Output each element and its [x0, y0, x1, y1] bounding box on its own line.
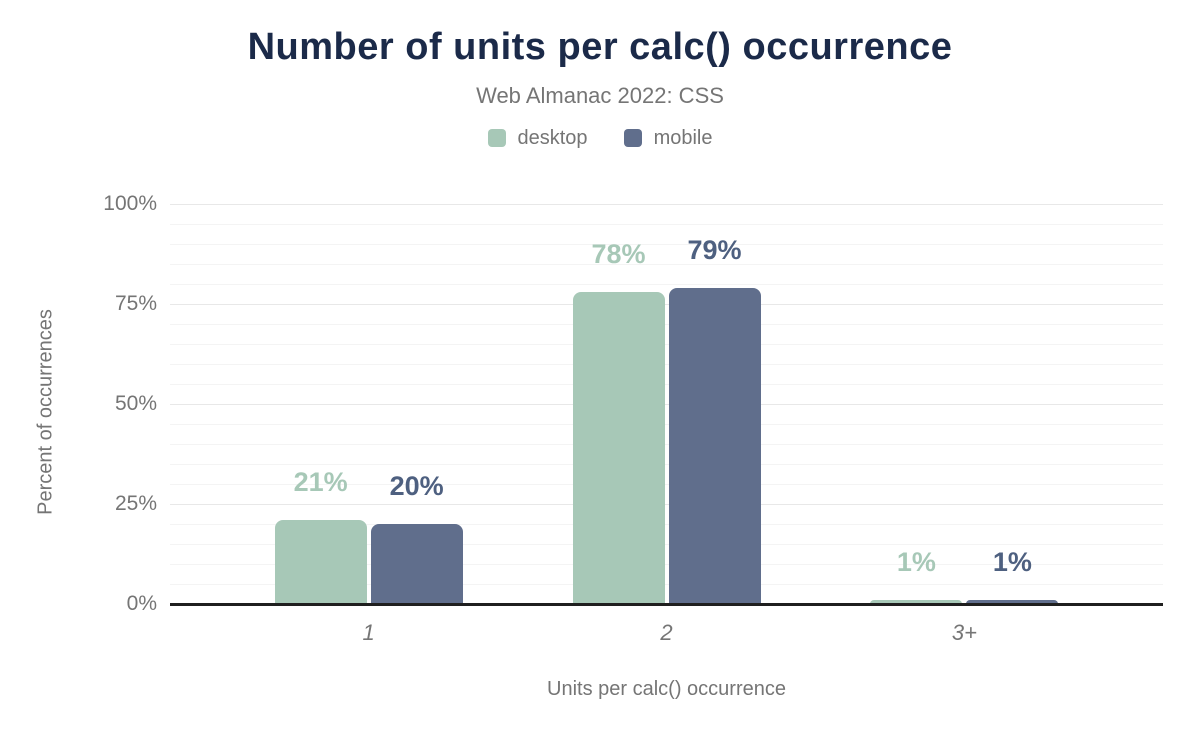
bar-value-label-mobile-1: 20%	[389, 471, 444, 501]
gridline-minor	[170, 383, 1163, 385]
gridline-minor	[170, 283, 1163, 285]
gridline-minor	[170, 443, 1163, 445]
bar-value-label-mobile-2: 79%	[687, 235, 742, 265]
bar-mobile-3+	[966, 600, 1059, 604]
bar-mobile-2	[668, 288, 761, 604]
bar-value-label-desktop-2: 78%	[591, 239, 646, 269]
gridline-minor	[170, 223, 1163, 225]
gridline-major	[170, 403, 1163, 405]
legend-label-desktop: desktop	[517, 126, 588, 149]
x-tick-label-3+: 3+	[951, 620, 977, 645]
gridline-minor	[170, 323, 1163, 325]
x-axis-line	[170, 602, 1163, 606]
legend-item-mobile: mobile	[623, 126, 713, 150]
gridline-minor	[170, 583, 1163, 585]
bar-desktop-1	[274, 520, 367, 604]
legend-item-desktop: desktop	[487, 126, 588, 150]
gridline-major	[170, 203, 1163, 205]
y-tick-label-75: 75%	[114, 292, 157, 315]
bar-value-label-desktop-3+: 1%	[896, 547, 936, 577]
chart-title: Number of units per calc() occurrence	[247, 26, 953, 68]
gridline-minor	[170, 343, 1163, 345]
legend: desktop mobile	[0, 127, 1200, 150]
x-tick-label-2: 2	[660, 620, 673, 645]
gridline-minor	[170, 263, 1163, 265]
y-tick-label-25: 25%	[114, 492, 157, 515]
y-tick-label-0: 0%	[126, 592, 157, 615]
gridline-minor	[170, 423, 1163, 425]
y-tick-label-100: 100%	[103, 192, 157, 215]
bar-desktop-2	[572, 292, 665, 604]
bar-desktop-3+	[870, 600, 963, 604]
chart-subtitle: Web Almanac 2022: CSS	[476, 82, 724, 108]
gridline-minor	[170, 483, 1163, 485]
plot-area: 21% 20% 78% 79% 1% 1%	[170, 203, 1163, 606]
gridline-minor	[170, 243, 1163, 245]
x-axis-ticks: 1 2 3+	[170, 620, 1163, 650]
gridline-minor	[170, 563, 1163, 565]
gridline-minor	[170, 463, 1163, 465]
gridline-minor	[170, 523, 1163, 525]
x-axis-title: Units per calc() occurrence	[547, 678, 786, 700]
legend-swatch-desktop	[487, 129, 506, 148]
bar-value-label-desktop-1: 21%	[293, 467, 348, 497]
gridline-major	[170, 303, 1163, 305]
y-axis-ticks: 0% 25% 50% 75% 100%	[0, 192, 157, 615]
gridline-minor	[170, 363, 1163, 365]
y-tick-label-50: 50%	[114, 392, 157, 415]
bar-value-label-mobile-3+: 1%	[992, 547, 1032, 577]
legend-swatch-mobile	[623, 129, 642, 148]
gridline-minor	[170, 543, 1163, 545]
x-tick-label-1: 1	[362, 620, 375, 645]
bar-mobile-1	[370, 524, 463, 604]
gridline-major	[170, 503, 1163, 505]
legend-label-mobile: mobile	[653, 126, 713, 149]
